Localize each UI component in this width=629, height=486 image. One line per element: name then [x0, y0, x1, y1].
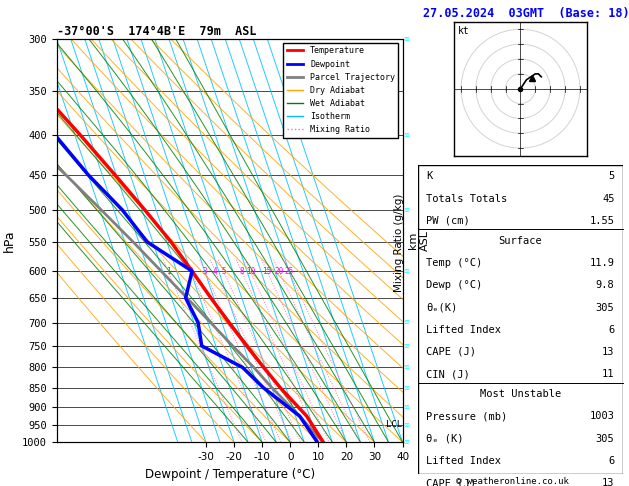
Text: 5: 5 [608, 172, 615, 181]
Text: 11.9: 11.9 [589, 258, 615, 268]
Text: -37°00'S  174°4B'E  79m  ASL: -37°00'S 174°4B'E 79m ASL [57, 25, 256, 38]
Text: 305: 305 [596, 434, 615, 444]
Text: 9.8: 9.8 [596, 280, 615, 290]
Text: 11: 11 [602, 369, 615, 379]
Text: 3: 3 [203, 267, 207, 276]
Text: 25: 25 [284, 267, 293, 276]
Text: K: K [426, 172, 433, 181]
Text: 1.55: 1.55 [589, 216, 615, 226]
Text: Temp (°C): Temp (°C) [426, 258, 482, 268]
Text: CAPE (J): CAPE (J) [426, 347, 476, 357]
Text: LCL: LCL [386, 420, 403, 429]
Text: 8: 8 [239, 267, 244, 276]
Text: 20: 20 [274, 267, 284, 276]
Text: Dewp (°C): Dewp (°C) [426, 280, 482, 290]
Text: 2: 2 [189, 267, 193, 276]
Text: 4: 4 [213, 267, 218, 276]
Text: 45: 45 [602, 193, 615, 204]
Text: Mixing Ratio (g/kg): Mixing Ratio (g/kg) [394, 194, 404, 292]
Text: ≡: ≡ [403, 439, 409, 445]
Text: Pressure (mb): Pressure (mb) [426, 411, 508, 421]
Y-axis label: km
ASL: km ASL [408, 230, 430, 251]
Text: 6: 6 [608, 456, 615, 466]
Text: PW (cm): PW (cm) [426, 216, 470, 226]
Text: Surface: Surface [499, 236, 542, 246]
Text: ≡: ≡ [403, 385, 409, 391]
Text: ≡: ≡ [403, 343, 409, 349]
Text: Most Unstable: Most Unstable [480, 389, 561, 399]
X-axis label: Dewpoint / Temperature (°C): Dewpoint / Temperature (°C) [145, 468, 314, 481]
Text: Totals Totals: Totals Totals [426, 193, 508, 204]
Y-axis label: hPa: hPa [3, 229, 16, 252]
Text: ≡: ≡ [403, 268, 409, 274]
Text: 305: 305 [596, 302, 615, 312]
Text: 5: 5 [221, 267, 226, 276]
Text: 1: 1 [165, 267, 170, 276]
Text: ≡: ≡ [403, 422, 409, 428]
Text: ≡: ≡ [403, 404, 409, 410]
Text: 15: 15 [262, 267, 272, 276]
Text: Lifted Index: Lifted Index [426, 456, 501, 466]
Text: 1003: 1003 [589, 411, 615, 421]
Text: θₑ (K): θₑ (K) [426, 434, 464, 444]
Text: 10: 10 [246, 267, 255, 276]
Text: 27.05.2024  03GMT  (Base: 18): 27.05.2024 03GMT (Base: 18) [423, 7, 629, 20]
Text: ≡: ≡ [403, 320, 409, 326]
Text: kt: kt [458, 26, 469, 36]
Text: © weatheronline.co.uk: © weatheronline.co.uk [456, 477, 569, 486]
Text: θₑ(K): θₑ(K) [426, 302, 458, 312]
Text: 6: 6 [608, 325, 615, 335]
Text: 13: 13 [602, 478, 615, 486]
Text: Lifted Index: Lifted Index [426, 325, 501, 335]
Text: ≡: ≡ [403, 364, 409, 370]
Text: ≡: ≡ [403, 132, 409, 138]
Text: CAPE (J): CAPE (J) [426, 478, 476, 486]
Text: ≡: ≡ [403, 207, 409, 213]
Text: CIN (J): CIN (J) [426, 369, 470, 379]
Legend: Temperature, Dewpoint, Parcel Trajectory, Dry Adiabat, Wet Adiabat, Isotherm, Mi: Temperature, Dewpoint, Parcel Trajectory… [284, 43, 398, 138]
Text: 13: 13 [602, 347, 615, 357]
Text: ≡: ≡ [403, 36, 409, 42]
